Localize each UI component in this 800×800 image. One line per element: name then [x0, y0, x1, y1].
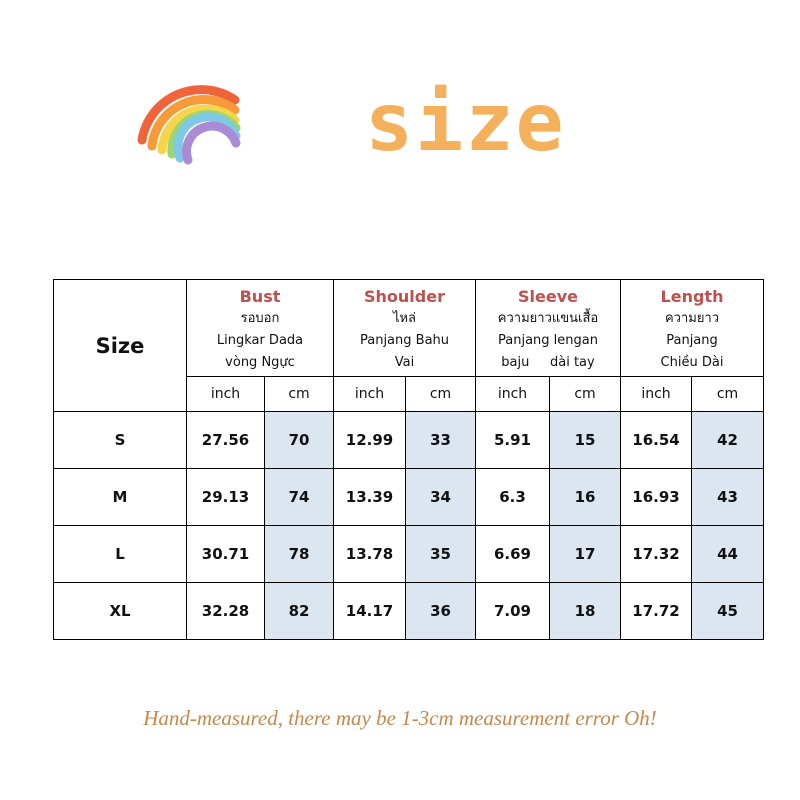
- data-row: L 30.71 78 13.78 35 6.69 17 17.32 44: [53, 525, 764, 583]
- value-cell: 12.99: [333, 411, 406, 469]
- unit-header: cm: [549, 376, 621, 412]
- group-line: Chiều Dài: [660, 355, 724, 370]
- unit-header: inch: [475, 376, 550, 412]
- value-cell: 29.13: [186, 468, 265, 526]
- value-cell: 36: [405, 582, 476, 640]
- value-cell: 45: [691, 582, 764, 640]
- value-cell: 6.69: [475, 525, 550, 583]
- value-cell: 17.32: [620, 525, 692, 583]
- data-row: XL 32.28 82 14.17 36 7.09 18 17.72 45: [53, 582, 764, 640]
- value-cell: 43: [691, 468, 764, 526]
- group-line: ไหล่: [392, 311, 417, 326]
- unit-header: cm: [691, 376, 764, 412]
- unit-header: inch: [186, 376, 265, 412]
- group-header: Length ความยาว Panjang Chiều Dài: [620, 279, 764, 377]
- footer-note: Hand-measured, there may be 1-3cm measur…: [143, 706, 657, 730]
- unit-row: inch cm inch cm inch cm inch cm: [54, 376, 764, 412]
- value-cell: 17.72: [620, 582, 692, 640]
- value-cell: 30.71: [186, 525, 265, 583]
- group-line: รอบอก: [240, 311, 280, 326]
- data-row: M 29.13 74 13.39 34 6.3 16 16.93 43: [53, 468, 764, 526]
- rainbow-icon: [137, 85, 241, 165]
- value-cell: 44: [691, 525, 764, 583]
- value-cell: 13.39: [333, 468, 406, 526]
- group-line: ความยาวแขนเสื้อ: [497, 311, 599, 326]
- title: size: [365, 76, 566, 169]
- group-line: Panjang lengan: [498, 333, 598, 348]
- group-line: ความยาว: [664, 311, 720, 326]
- value-cell: 5.91: [475, 411, 550, 469]
- value-cell: 16.54: [620, 411, 692, 469]
- size-cell: M: [53, 468, 187, 526]
- value-cell: 6.3: [475, 468, 550, 526]
- value-cell: 16.93: [620, 468, 692, 526]
- group-line: baju dài tay: [501, 355, 595, 370]
- value-cell: 78: [264, 525, 334, 583]
- size-table: Size Bust รอบอก Lingkar Dada vòng Ngực Should…: [53, 279, 764, 640]
- value-cell: 17: [549, 525, 621, 583]
- unit-header: cm: [405, 376, 476, 412]
- value-cell: 35: [405, 525, 476, 583]
- value-cell: 70: [264, 411, 334, 469]
- group-name: Sleeve: [518, 287, 578, 306]
- value-cell: 15: [549, 411, 621, 469]
- value-cell: 32.28: [186, 582, 265, 640]
- value-cell: 33: [405, 411, 476, 469]
- data-row: S 27.56 70 12.99 33 5.91 15 16.54 42: [53, 411, 764, 469]
- value-cell: 34: [405, 468, 476, 526]
- group-header: Bust รอบอก Lingkar Dada vòng Ngực: [186, 279, 334, 377]
- group-line: Vai: [394, 355, 415, 370]
- value-cell: 13.78: [333, 525, 406, 583]
- unit-header: inch: [333, 376, 406, 412]
- size-cell: L: [53, 525, 187, 583]
- group-line: Panjang: [666, 333, 718, 348]
- value-cell: 18: [549, 582, 621, 640]
- group-header: Sleeve ความยาวแขนเสื้อ Panjang lengan baju …: [475, 279, 621, 377]
- size-header: Size: [53, 279, 187, 412]
- group-line: Panjang Bahu: [359, 333, 450, 348]
- value-cell: 82: [264, 582, 334, 640]
- value-cell: 27.56: [186, 411, 265, 469]
- unit-header: inch: [620, 376, 692, 412]
- header-row: Size Bust รอบอก Lingkar Dada vòng Ngực Should…: [53, 279, 764, 412]
- size-cell: XL: [53, 582, 187, 640]
- group-name: Shoulder: [364, 287, 445, 306]
- value-cell: 74: [264, 468, 334, 526]
- group-line: Lingkar Dada: [216, 333, 304, 348]
- value-cell: 16: [549, 468, 621, 526]
- group-name: Bust: [239, 287, 281, 306]
- group-line: vòng Ngực: [225, 355, 295, 370]
- group-header: Shoulder ไหล่ Panjang Bahu Vai: [333, 279, 476, 377]
- value-cell: 7.09: [475, 582, 550, 640]
- group-name: Length: [660, 287, 724, 306]
- value-cell: 14.17: [333, 582, 406, 640]
- unit-header: cm: [264, 376, 334, 412]
- value-cell: 42: [691, 411, 764, 469]
- size-cell: S: [53, 411, 187, 469]
